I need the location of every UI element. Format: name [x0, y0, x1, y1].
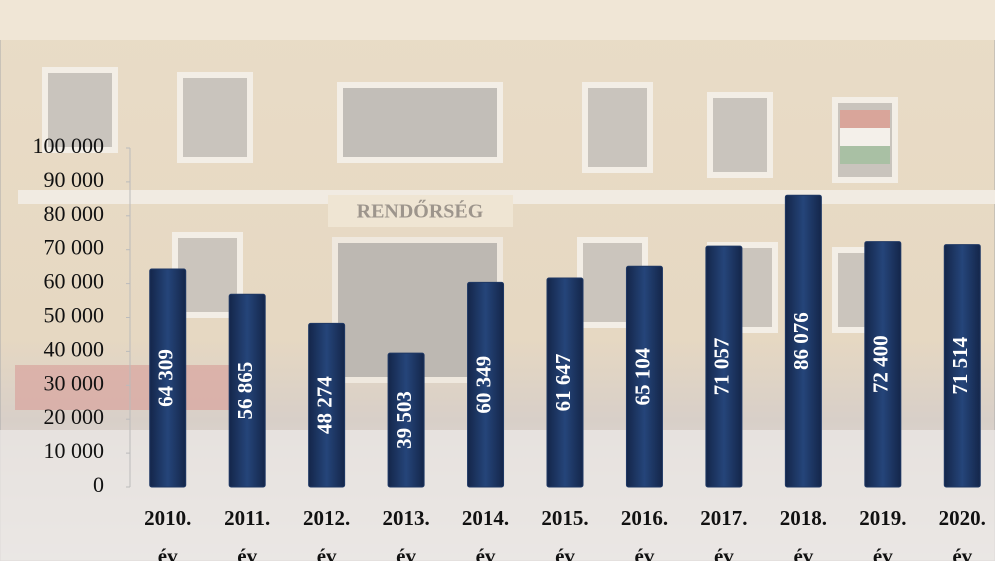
value-label: 64 309	[154, 349, 178, 407]
value-label: 56 865	[233, 362, 257, 420]
value-label: 39 503	[392, 391, 416, 449]
x-tick-label: 2014. év	[461, 506, 510, 561]
bar	[784, 194, 822, 488]
bar	[149, 268, 187, 488]
value-label: 72 400	[869, 335, 893, 393]
y-tick-label: 60 000	[44, 269, 105, 294]
value-label: 71 514	[948, 336, 972, 394]
x-tick-label: 2020. év	[938, 506, 986, 561]
x-tick-label: 2015. év	[541, 506, 589, 561]
y-tick-label: 10 000	[44, 438, 105, 463]
y-tick-label: 90 000	[44, 167, 105, 192]
bar	[705, 245, 743, 488]
y-tick-label: 70 000	[44, 235, 105, 260]
y-tick-label: 20 000	[44, 404, 105, 429]
x-tick-label: 2012. év	[303, 506, 351, 561]
bar	[943, 244, 981, 488]
y-tick-label: 40 000	[44, 336, 105, 361]
bar	[228, 293, 266, 488]
x-tick-label: 2016. év	[620, 506, 669, 561]
y-tick-label: 0	[93, 472, 104, 497]
y-tick-label: 50 000	[44, 303, 105, 328]
y-tick-label: 30 000	[44, 370, 105, 395]
value-label: 71 057	[710, 338, 734, 396]
x-tick-label: 2019. év	[859, 506, 907, 561]
bar	[546, 277, 584, 488]
y-tick-label: 100 000	[33, 133, 105, 158]
x-tick-label: 2018. év	[779, 506, 827, 561]
bar	[864, 241, 902, 488]
bar	[308, 322, 346, 488]
value-label: 61 647	[551, 354, 575, 412]
svg-text:RENDŐRSÉG: RENDŐRSÉG	[357, 199, 484, 223]
x-tick-label: 2017. év	[700, 506, 748, 561]
value-label: 48 274	[312, 376, 336, 434]
x-tick-label: 2011. év	[224, 506, 271, 561]
x-tick-label: 2013. év	[382, 506, 430, 561]
y-tick-label: 80 000	[44, 201, 105, 226]
value-label: 86 076	[789, 312, 813, 370]
x-tick-label: 2010. év	[144, 506, 192, 561]
value-label: 60 349	[471, 356, 495, 414]
bar	[625, 265, 663, 488]
value-label: 65 104	[630, 347, 654, 405]
bar	[387, 352, 425, 488]
bar	[467, 281, 505, 488]
